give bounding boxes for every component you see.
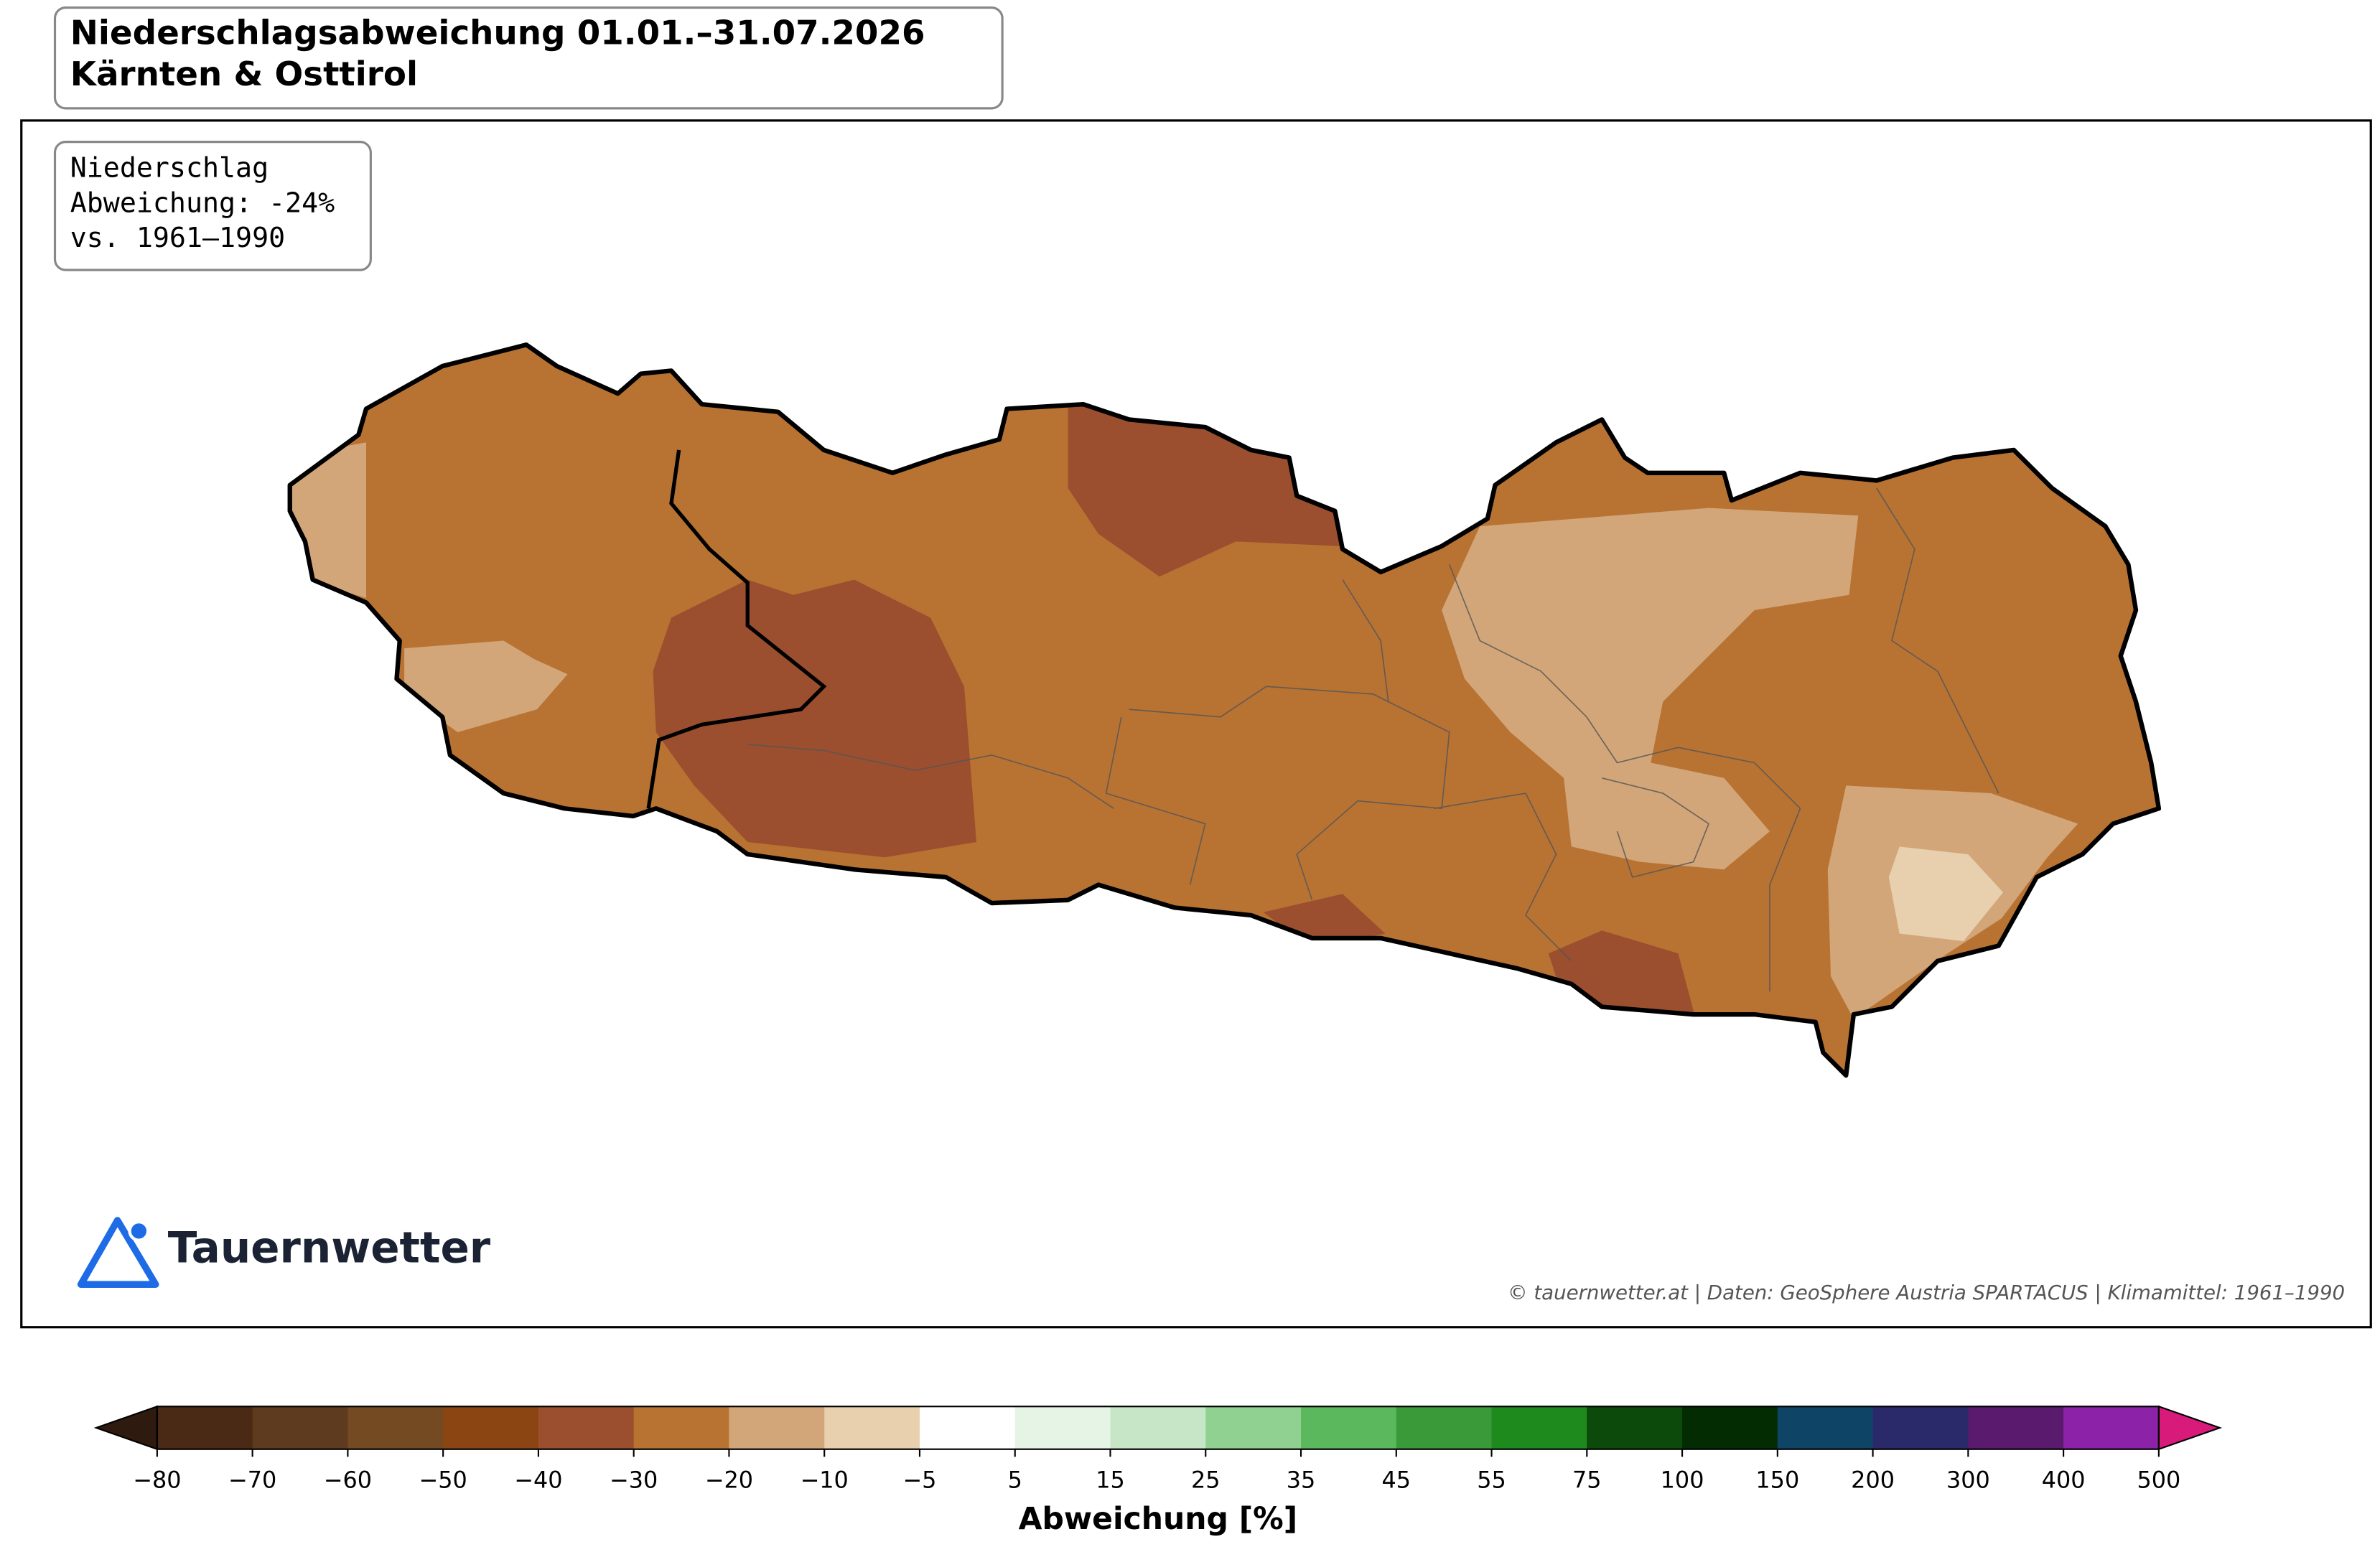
colorbar: −80 −70 −60 −50 −40 −30 −20 −10 −5 5 15 25 35 45 55 75 1… [93,1405,2223,1493]
colorbar-tick-label: 100 [1661,1466,1704,1493]
colorbar-bin [729,1406,825,1449]
colorbar-tick-label: 200 [1851,1466,1895,1493]
colorbar-tick-label: −30 [610,1466,658,1493]
district-border [1876,487,1999,794]
colorbar-tick-label: 15 [1096,1466,1125,1493]
title-box [53,6,1004,110]
colorbar-under [93,1405,158,1451]
colorbar-tick-label: 400 [2042,1466,2086,1493]
colorbar-tick-label: 55 [1477,1466,1506,1493]
colorbar-bin [2063,1406,2160,1449]
colorbar-bin [1205,1406,1302,1449]
colorbar-tick-label: 25 [1191,1466,1221,1493]
district-border [1105,716,1206,885]
colorbar-tick-label: −10 [801,1466,849,1493]
patch-very-light [1888,846,2004,942]
colorbar-bin [1587,1406,1683,1449]
colorbar-tick-label: −20 [705,1466,753,1493]
logo: Tauernwetter [77,1217,491,1289]
credit: © tauernwetter.at | Daten: GeoSphere Aus… [1508,1281,2345,1304]
patch-light [1442,508,1859,870]
anomaly-patches [289,399,2078,1026]
logo-text: Tauernwetter [168,1224,491,1273]
colorbar-tick-label: 150 [1755,1466,1799,1493]
colorbar-bin [824,1406,920,1449]
colorbar-bin [633,1406,730,1449]
logo-triangle [77,1217,159,1289]
district-border [1434,793,1572,962]
title-line: Niederschlagsabweichung 01.01.–31.07.202… [70,14,925,52]
colorbar-bin [919,1406,1016,1449]
colorbar-bin [1491,1406,1587,1449]
colorbar-bin [1014,1406,1111,1449]
colorbar-label: Abweichung [%] [1019,1502,1298,1537]
colorbar-bin [1872,1406,1969,1449]
colorbar-tick-label: 300 [1946,1466,1990,1493]
info-line: vs. 1961–1990 [70,222,285,254]
colorbar-bin [1682,1406,1778,1449]
district-border [1448,564,1801,992]
district-border [1342,579,1389,702]
colorbar-tick-label: −70 [228,1466,276,1493]
colorbar-tick-label: 45 [1382,1466,1411,1493]
colorbar-bin [1968,1406,2064,1449]
info-line: Niederschlag [70,151,269,184]
district-border [1129,686,1450,901]
colorbar-frame [156,1406,2160,1450]
colorbar-tick-label: 35 [1287,1466,1316,1493]
patch-light [404,640,568,733]
colorbar-bin [1777,1406,1874,1449]
colorbar-bin [1396,1406,1493,1449]
colorbar-bin [347,1406,444,1449]
colorbar-bin [443,1406,539,1449]
district-border [1602,777,1710,878]
colorbar-bin [538,1406,635,1449]
district-border [747,744,1114,809]
colorbar-bin [1110,1406,1206,1449]
map [287,342,2162,1078]
logo-dot [128,1220,150,1242]
district-borders [747,487,1999,992]
colorbar-tick-label: −60 [324,1466,372,1493]
colorbar-tick-label: −5 [902,1466,936,1493]
colorbar-bin [1301,1406,1397,1449]
patch-dark [653,579,976,858]
info-line: Abweichung: -24% [70,187,335,219]
colorbar-tick-label: 75 [1572,1466,1602,1493]
colorbar-tick-label: −50 [419,1466,467,1493]
colorbar-tick-label: −80 [133,1466,181,1493]
osttirol-border [646,449,827,809]
colorbar-tick-label: 500 [2137,1466,2180,1493]
colorbar-bin [157,1406,253,1449]
region-outline [287,342,2162,1078]
colorbar-bin [252,1406,349,1449]
patch-dark [1068,399,1343,577]
info-box [53,141,372,271]
title-line: Kärnten & Osttirol [70,55,418,94]
colorbar-tick-label: 5 [1008,1466,1022,1493]
colorbar-over [2157,1405,2223,1451]
colorbar-tick-label: −40 [514,1466,562,1493]
